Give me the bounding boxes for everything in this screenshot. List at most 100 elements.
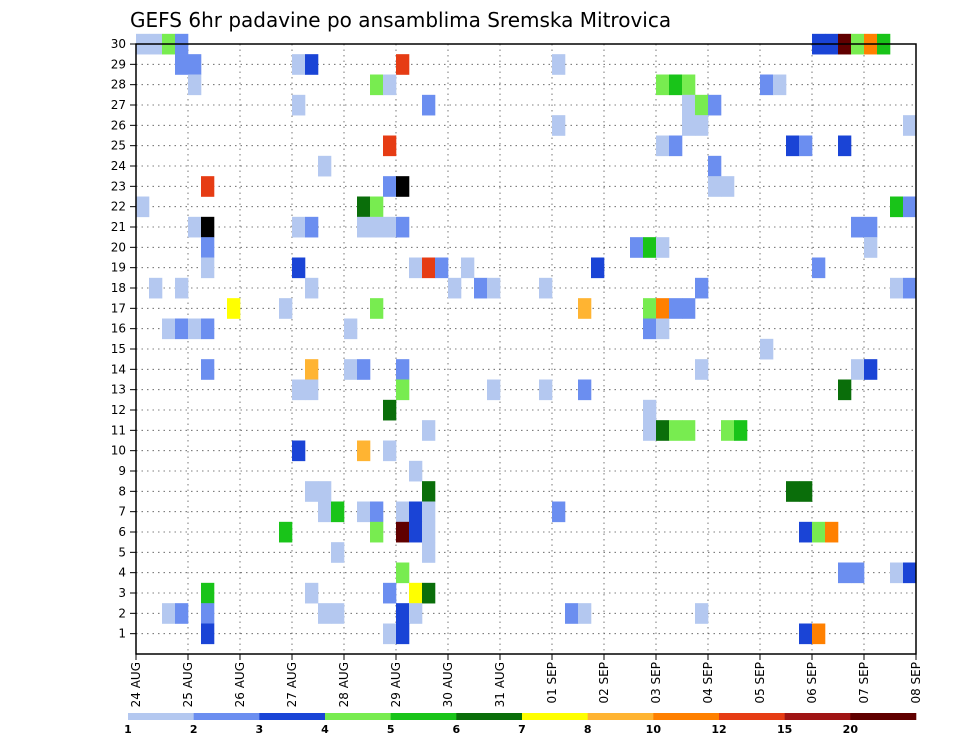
data-cell xyxy=(448,277,462,299)
legend-swatch xyxy=(850,713,917,720)
y-tick-label: 19 xyxy=(111,261,126,275)
y-tick-label: 14 xyxy=(111,362,126,376)
legend-swatch xyxy=(128,713,194,720)
legend-swatch xyxy=(325,713,391,720)
data-cell xyxy=(643,318,657,340)
data-cell xyxy=(305,54,319,75)
data-cell xyxy=(383,176,397,197)
data-cell xyxy=(812,521,826,543)
y-tick-label: 9 xyxy=(118,464,126,478)
y-tick-label: 1 xyxy=(118,627,126,641)
data-cell xyxy=(578,298,592,319)
x-tick-label: 04 SEP xyxy=(701,662,715,704)
data-cell xyxy=(682,74,696,96)
x-tick-label: 31 AUG xyxy=(493,662,507,707)
data-cell xyxy=(708,155,722,177)
data-cell xyxy=(656,74,670,96)
data-cell xyxy=(396,603,410,624)
y-tick-label: 7 xyxy=(118,505,126,519)
data-cell xyxy=(201,257,215,279)
y-tick-label: 17 xyxy=(111,301,126,315)
data-cell xyxy=(708,176,722,197)
legend-swatch xyxy=(719,713,785,720)
x-tick-label: 30 AUG xyxy=(441,662,455,707)
data-cell xyxy=(201,176,215,197)
data-cell xyxy=(851,216,865,238)
data-cell xyxy=(409,521,423,543)
data-cell xyxy=(396,176,410,197)
x-tick-label: 05 SEP xyxy=(753,662,767,704)
data-cell xyxy=(383,440,397,462)
data-cell xyxy=(721,420,735,441)
data-cell xyxy=(643,237,657,258)
data-cell xyxy=(409,501,423,523)
x-tick-label: 03 SEP xyxy=(649,662,663,704)
legend-label: 8 xyxy=(584,723,592,736)
data-cell xyxy=(331,603,345,624)
data-cell xyxy=(279,298,293,319)
data-cell xyxy=(812,257,826,279)
data-cell xyxy=(643,420,657,441)
data-cell xyxy=(799,481,813,502)
data-cell xyxy=(396,562,410,584)
data-cell xyxy=(201,582,215,604)
data-cell xyxy=(422,501,436,523)
data-cell xyxy=(734,420,748,441)
data-cell xyxy=(435,257,449,279)
data-cell xyxy=(864,237,878,258)
x-tick-label: 29 AUG xyxy=(389,662,403,707)
legend-label: 2 xyxy=(190,723,198,736)
data-cell xyxy=(383,135,397,157)
legend-label: 12 xyxy=(711,723,726,736)
data-cell xyxy=(708,94,722,116)
y-tick-label: 2 xyxy=(118,606,126,620)
x-tick-label: 28 AUG xyxy=(337,662,351,707)
data-cell xyxy=(760,338,774,360)
y-tick-label: 23 xyxy=(111,179,126,193)
y-tick-label: 25 xyxy=(111,139,126,153)
data-cell xyxy=(318,155,332,177)
data-cell xyxy=(669,135,683,157)
y-tick-label: 13 xyxy=(111,383,126,397)
legend-label: 6 xyxy=(453,723,461,736)
legend-swatch xyxy=(587,713,654,720)
data-cell xyxy=(630,237,644,258)
data-cell xyxy=(279,521,293,543)
x-axis: 24 AUG 25 AUG 26 AUG 27 AUG 28 AUG 29 AUG 30 A… xyxy=(129,654,923,707)
legend-label: 10 xyxy=(646,723,662,736)
data-cell xyxy=(201,603,215,624)
data-cell xyxy=(864,359,878,380)
data-cell xyxy=(292,257,306,279)
data-cell xyxy=(682,298,696,319)
data-cell xyxy=(656,318,670,340)
data-cell xyxy=(656,420,670,441)
x-tick-label: 06 SEP xyxy=(805,662,819,704)
data-cell xyxy=(383,216,397,238)
data-cell xyxy=(383,399,397,421)
data-cell xyxy=(643,298,657,319)
data-cell xyxy=(656,135,670,157)
y-tick-label: 18 xyxy=(111,281,126,295)
data-cell xyxy=(188,54,202,75)
data-cell xyxy=(773,74,787,96)
data-cell xyxy=(669,74,683,96)
data-cell xyxy=(292,440,306,462)
data-cell xyxy=(851,562,865,584)
x-tick-label: 02 SEP xyxy=(597,662,611,704)
data-cell xyxy=(331,542,345,563)
data-cell xyxy=(175,603,189,624)
data-cell xyxy=(539,277,553,299)
chart-title: GEFS 6hr padavine po ansamblima Sremska … xyxy=(130,8,671,32)
data-cell xyxy=(825,521,839,543)
x-tick-label: 24 AUG xyxy=(129,662,143,707)
data-cell xyxy=(591,257,605,279)
data-cell xyxy=(370,74,384,96)
data-cell xyxy=(786,135,800,157)
x-tick-label: 25 AUG xyxy=(181,662,195,707)
data-cell xyxy=(175,277,189,299)
legend-label: 3 xyxy=(256,723,264,736)
y-tick-label: 11 xyxy=(111,423,126,437)
y-tick-label: 8 xyxy=(118,484,126,498)
data-cell xyxy=(461,257,475,279)
data-cell xyxy=(175,54,189,75)
